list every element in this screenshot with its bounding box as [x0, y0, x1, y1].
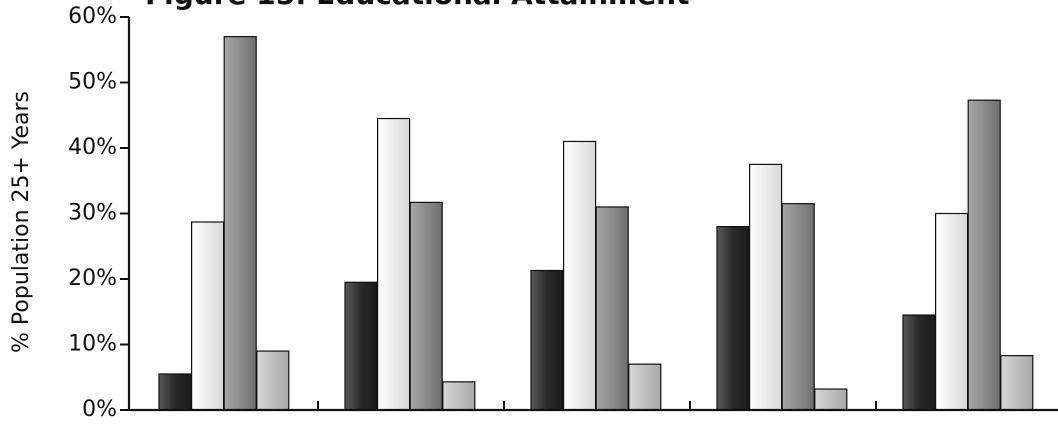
bar-series-2-group-3	[562, 140, 597, 411]
bar-series-1-group-1	[158, 373, 192, 411]
y-tick-label: 50%	[68, 70, 117, 95]
bar-series-4-group-3	[628, 363, 662, 411]
y-tick-label: 40%	[68, 135, 117, 160]
axes-layer	[127, 17, 1058, 412]
bar-series-1-group-4	[716, 226, 750, 411]
bar-series-2-group-1	[191, 221, 225, 411]
bar-series-1-group-2	[344, 281, 378, 411]
bar-series-2-group-5	[934, 212, 969, 411]
bar-series-3-group-2	[409, 201, 443, 411]
bar-series-1-group-5	[902, 314, 936, 411]
bar-series-4-group-4	[814, 388, 848, 411]
y-axis-ticks: 0% 10% 20% 30% 40% 50% 60%	[68, 4, 129, 422]
bar-series-3-group-4	[781, 203, 815, 411]
bar-series-1-group-3	[530, 269, 564, 411]
bar-series-2-group-4	[748, 163, 783, 411]
bar-series-2-group-2	[377, 117, 411, 411]
chart-title: Figure 15: Educational Attainment	[145, 0, 690, 11]
bar-series-3-group-1	[223, 36, 257, 411]
y-tick-label: 30%	[68, 201, 117, 226]
y-tick-label: 60%	[68, 4, 117, 29]
bar-series-3-group-5	[967, 99, 1001, 411]
bar-series-3-group-3	[595, 206, 629, 411]
y-tick-label: 10%	[68, 332, 117, 357]
bar-series-4-group-1	[256, 350, 290, 411]
bars-layer	[158, 36, 1034, 411]
bar-series-4-group-5	[1000, 355, 1034, 411]
y-axis-label: % Population 25+ Years	[9, 91, 34, 353]
bar-series-4-group-2	[442, 381, 476, 411]
y-tick-label: 0%	[82, 397, 117, 422]
y-tick-label: 20%	[68, 266, 117, 291]
